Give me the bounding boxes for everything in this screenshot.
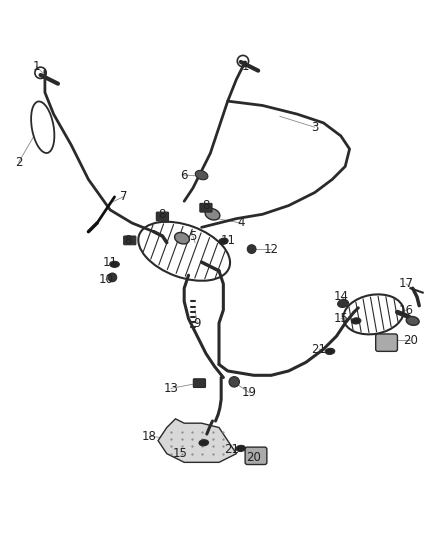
Text: 1: 1: [241, 60, 249, 73]
Text: 20: 20: [247, 451, 261, 464]
Ellipse shape: [205, 208, 220, 220]
Circle shape: [108, 273, 117, 282]
Ellipse shape: [110, 261, 119, 268]
Circle shape: [247, 245, 256, 254]
Text: 12: 12: [264, 243, 279, 256]
Ellipse shape: [406, 317, 419, 325]
Text: 18: 18: [142, 430, 157, 443]
Text: 2: 2: [15, 156, 22, 168]
FancyBboxPatch shape: [376, 334, 397, 351]
Text: 6: 6: [180, 168, 188, 182]
Ellipse shape: [325, 348, 335, 354]
Text: 11: 11: [102, 256, 118, 269]
Text: 1: 1: [32, 60, 40, 73]
Text: 8: 8: [124, 234, 131, 247]
Text: 4: 4: [237, 216, 244, 230]
Text: 21: 21: [225, 443, 240, 456]
Ellipse shape: [338, 300, 349, 308]
FancyBboxPatch shape: [245, 447, 267, 465]
Text: 11: 11: [220, 234, 235, 247]
Text: 20: 20: [403, 334, 418, 347]
Text: 16: 16: [399, 303, 413, 317]
Text: 15: 15: [173, 447, 187, 460]
Ellipse shape: [199, 440, 208, 446]
Text: 9: 9: [194, 317, 201, 329]
FancyBboxPatch shape: [156, 212, 169, 221]
Text: 17: 17: [399, 277, 413, 290]
FancyBboxPatch shape: [200, 204, 212, 212]
Text: 5: 5: [189, 230, 197, 243]
FancyBboxPatch shape: [124, 236, 136, 245]
Ellipse shape: [195, 171, 208, 180]
Ellipse shape: [175, 232, 189, 244]
Text: 13: 13: [164, 382, 179, 395]
Text: 10: 10: [99, 273, 113, 286]
Text: 19: 19: [242, 386, 257, 399]
Ellipse shape: [351, 318, 361, 324]
Ellipse shape: [219, 238, 228, 244]
Text: 8: 8: [159, 208, 166, 221]
Circle shape: [229, 377, 240, 387]
Text: 14: 14: [333, 290, 348, 303]
Text: 3: 3: [311, 121, 318, 134]
Text: 15: 15: [333, 312, 348, 325]
Text: 8: 8: [202, 199, 210, 212]
Text: 21: 21: [311, 343, 327, 356]
FancyBboxPatch shape: [193, 379, 205, 387]
Polygon shape: [158, 419, 237, 462]
Ellipse shape: [236, 446, 246, 451]
Text: 7: 7: [120, 190, 127, 204]
